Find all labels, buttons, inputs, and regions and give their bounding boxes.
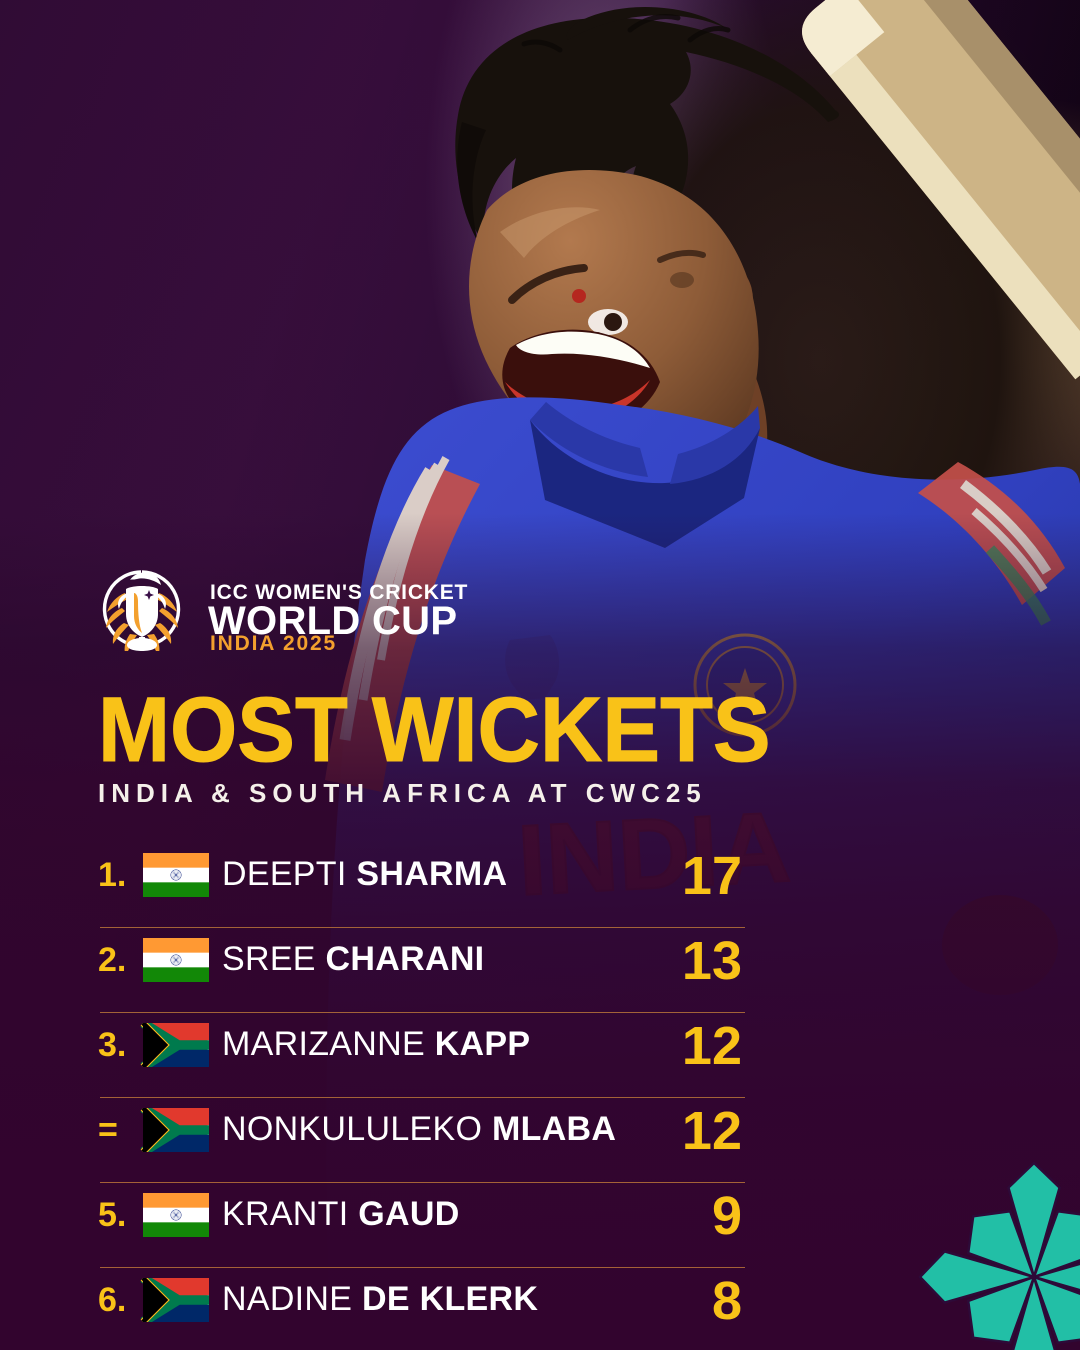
svg-text:INDIA 2025: INDIA 2025 [210, 632, 337, 651]
